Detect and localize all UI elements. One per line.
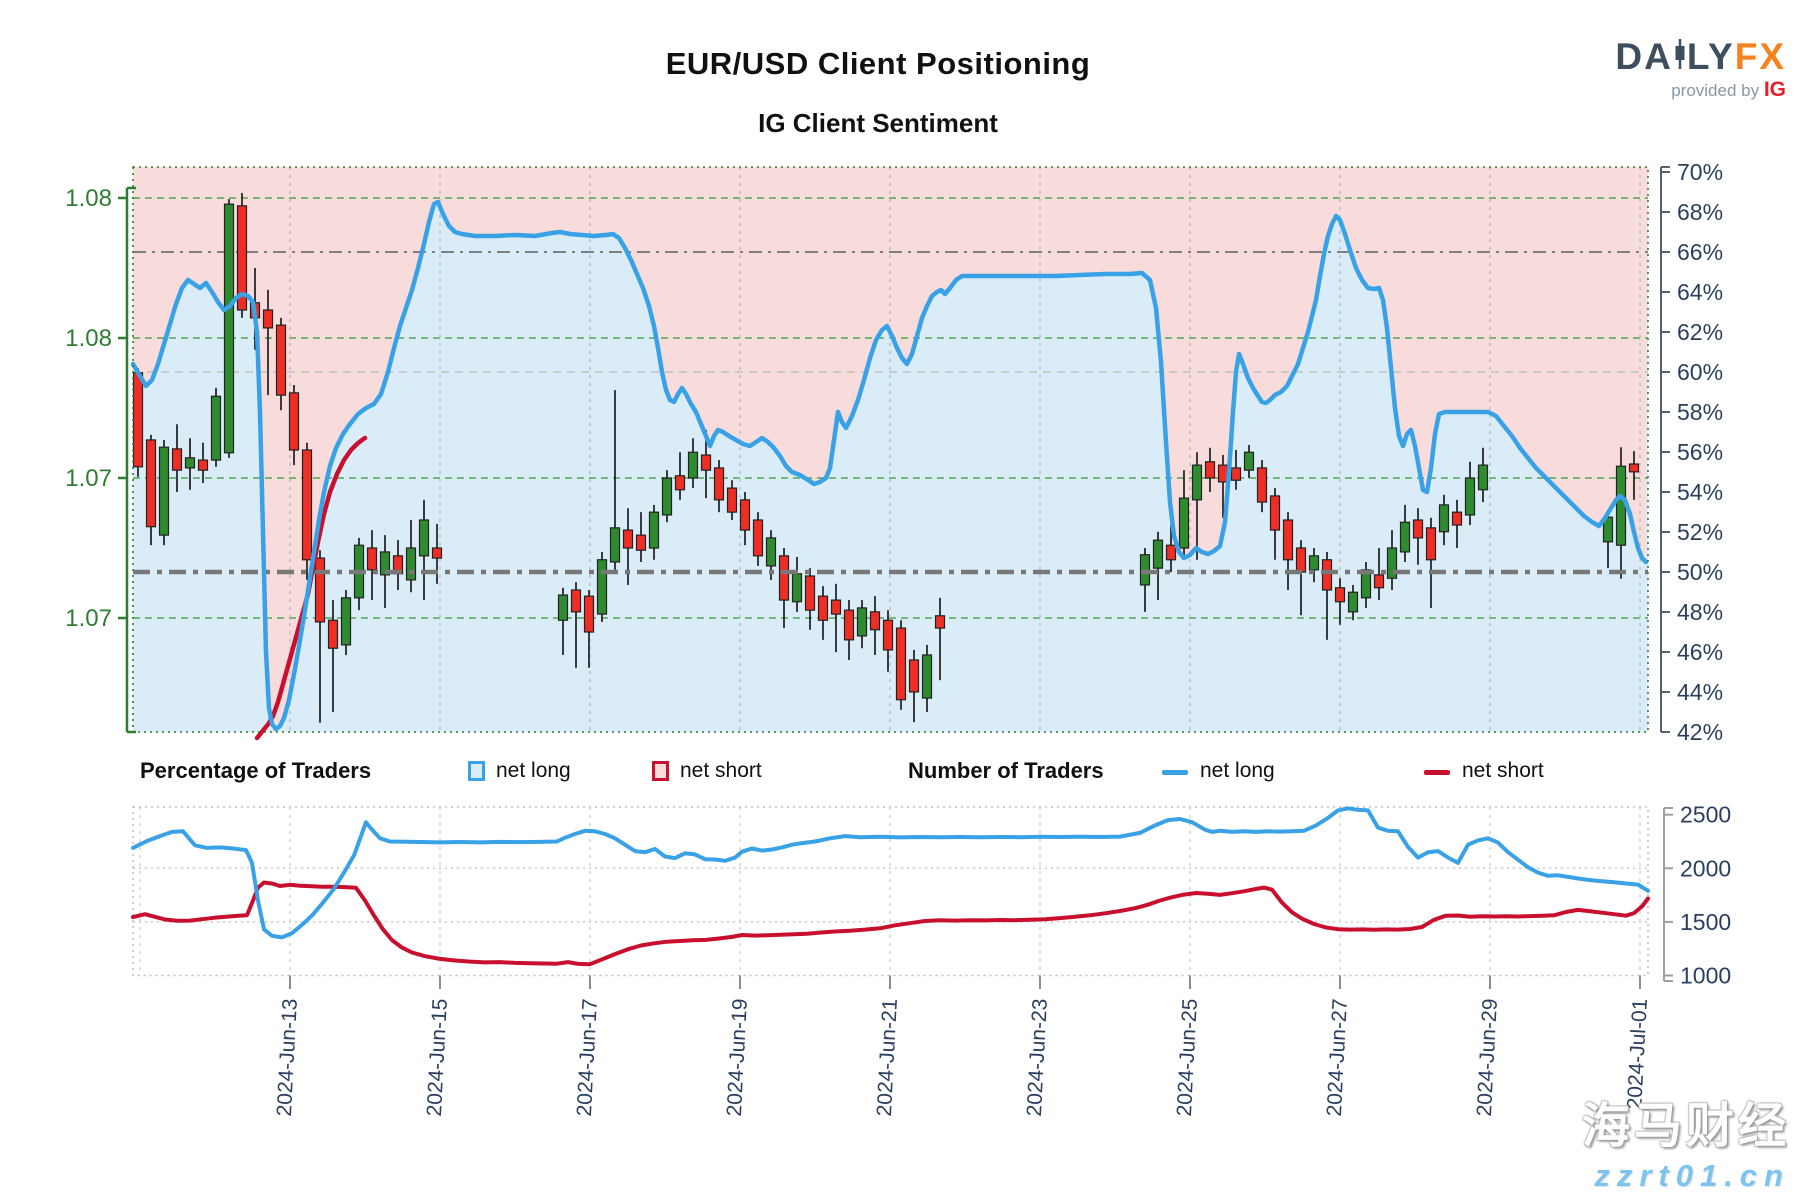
logo-text-da: DA (1615, 36, 1673, 77)
svg-text:54%: 54% (1677, 479, 1723, 505)
main-gridlines (133, 167, 1648, 732)
legend-swatch-pct-net-long (468, 761, 485, 781)
watermark-chinese: 海马财经 (1581, 1100, 1790, 1153)
svg-text:60%: 60% (1677, 359, 1723, 385)
net-long-pct-line (130, 199, 1649, 732)
svg-text:48%: 48% (1677, 599, 1723, 625)
svg-text:2024-Jun-19: 2024-Jun-19 (723, 998, 752, 1117)
svg-text:2024-Jun-23: 2024-Jun-23 (1023, 998, 1052, 1117)
lower-gridlines (133, 807, 1648, 976)
svg-text:2024-Jun-21: 2024-Jun-21 (873, 998, 902, 1117)
svg-text:52%: 52% (1677, 519, 1723, 545)
legend-label-count-net-long: net long (1200, 759, 1275, 782)
percent-axis: 70% 68% 66% 64% 62% 60% 58% 56% 54% 52% 50% 48% 46% 4… (1660, 159, 1723, 745)
svg-text:2024-Jun-17: 2024-Jun-17 (573, 998, 602, 1117)
svg-text:44%: 44% (1677, 679, 1723, 705)
svg-text:1.08: 1.08 (65, 325, 112, 352)
date-axis: 2024-Jun-13 2024-Jun-15 2024-Jun-17 2024-Ju… (273, 975, 1652, 1117)
svg-text:2024-Jun-15: 2024-Jun-15 (423, 998, 452, 1117)
legend-group-number: Number of Traders (908, 758, 1104, 783)
svg-text:2500: 2500 (1680, 802, 1731, 828)
legend-line-count-net-long (1162, 770, 1188, 775)
logo-text-ly: LY (1686, 36, 1735, 77)
svg-text:2024-Jun-25: 2024-Jun-25 (1173, 998, 1202, 1117)
ig-logo: IG (1763, 78, 1786, 101)
watermark-url: zzrt01.cn (1594, 1158, 1790, 1193)
svg-text:70%: 70% (1677, 159, 1723, 185)
legend-line-count-net-short (1424, 770, 1450, 775)
legend-swatch-pct-net-short (652, 761, 669, 781)
price-axis: 1.08 1.08 1.07 1.07 (65, 185, 136, 734)
count-net-long-line (131, 806, 1650, 940)
svg-text:1.08: 1.08 (65, 185, 112, 212)
legend-label-pct-net-long: net long (496, 759, 571, 782)
svg-text:2024-Jun-29: 2024-Jun-29 (1473, 998, 1502, 1117)
svg-text:2000: 2000 (1680, 855, 1731, 881)
page-title: EUR/USD Client Positioning (665, 46, 1091, 81)
legend-label-pct-net-short: net short (680, 759, 762, 782)
legend-group-percentage: Percentage of Traders (140, 758, 372, 783)
svg-text:68%: 68% (1677, 199, 1723, 225)
logo-provided-by: provided by IG (1671, 78, 1786, 101)
dailyfx-wordmark: DA LYFX (1615, 38, 1786, 76)
svg-text:50%: 50% (1677, 559, 1723, 585)
svg-text:1.07: 1.07 (65, 605, 112, 632)
svg-text:66%: 66% (1677, 239, 1723, 265)
svg-text:1.07: 1.07 (65, 465, 112, 492)
chart-legend: Percentage of Traders net long net short… (0, 754, 1800, 794)
main-plot-border (132, 166, 1649, 733)
svg-text:56%: 56% (1677, 439, 1723, 465)
svg-text:46%: 46% (1677, 639, 1723, 665)
svg-text:42%: 42% (1677, 719, 1723, 745)
candlestick-icon (1674, 38, 1686, 76)
count-axis: 2500 2000 1500 1000 (1663, 802, 1731, 989)
svg-text:1500: 1500 (1680, 909, 1731, 935)
dailyfx-logo: DA LYFX provided by IG (1615, 38, 1786, 102)
legend-label-count-net-short: net short (1462, 759, 1544, 782)
svg-text:1000: 1000 (1680, 963, 1731, 989)
logo-text-fx: FX (1734, 36, 1786, 77)
svg-text:58%: 58% (1677, 399, 1723, 425)
svg-text:2024-Jun-13: 2024-Jun-13 (273, 998, 302, 1117)
svg-text:64%: 64% (1677, 279, 1723, 305)
lower-plot-border (132, 806, 1649, 977)
count-net-short-line (131, 880, 1650, 967)
svg-text:62%: 62% (1677, 319, 1723, 345)
svg-text:2024-Jun-27: 2024-Jun-27 (1323, 998, 1352, 1117)
watermark: 海马财经 zzrt01.cn (1582, 1086, 1790, 1194)
chart-subtitle: IG Client Sentiment (758, 108, 998, 138)
